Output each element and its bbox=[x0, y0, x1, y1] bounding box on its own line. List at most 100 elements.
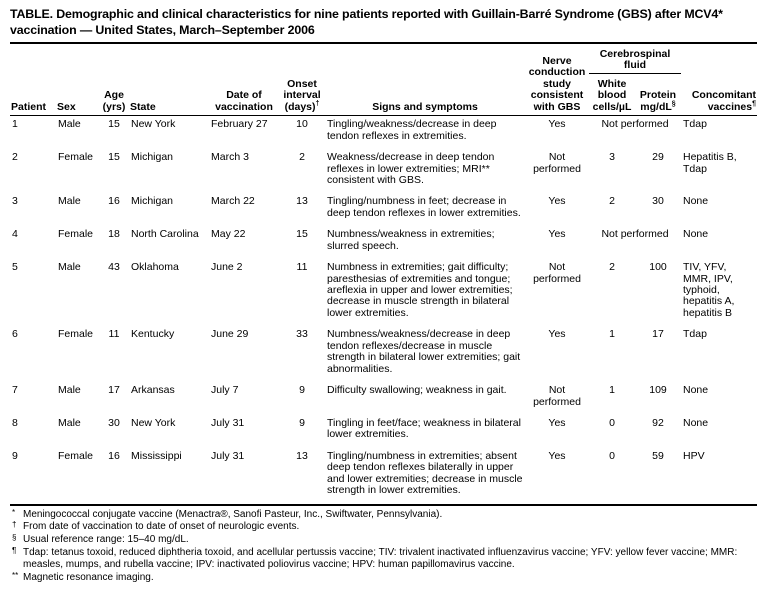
cell-signs-symptoms: Tingling/numbness in extremities; absent… bbox=[325, 447, 525, 506]
cell-concomitant-vaccines: None bbox=[683, 384, 709, 397]
col-header-patient: Patient bbox=[10, 44, 56, 117]
table-header: Patient Sex Age (yrs) State Date of vacc… bbox=[10, 44, 757, 117]
cell-sex: Male bbox=[58, 261, 81, 274]
cell-patient: 4 bbox=[12, 228, 18, 241]
col-header-concomitant-vaccines: Concomitant vaccines¶ bbox=[681, 44, 757, 117]
col-header-signs-symptoms: Signs and symptoms bbox=[325, 44, 525, 117]
cell-patient: 5 bbox=[12, 261, 18, 274]
table-title: TABLE. Demographic and clinical characte… bbox=[10, 7, 757, 44]
col-header-protein: Protein mg/dL§ bbox=[635, 73, 681, 117]
footnote: † From date of vaccination to date of ons… bbox=[10, 520, 757, 534]
cell-onset-interval: 11 bbox=[296, 261, 308, 274]
cell-concomitant-vaccines: None bbox=[683, 228, 709, 241]
cell-concomitant-vaccines: None bbox=[683, 195, 709, 208]
cell-date-of-vaccination: March 22 bbox=[211, 195, 255, 208]
cell-white-blood-cells: 2 bbox=[609, 261, 615, 274]
cell-state: Oklahoma bbox=[131, 261, 179, 274]
cell-patient: 1 bbox=[12, 118, 18, 131]
cell-protein: 92 bbox=[652, 416, 664, 429]
cell-onset-interval: 10 bbox=[296, 118, 308, 131]
cell-protein: 30 bbox=[652, 195, 664, 208]
cell-white-blood-cells: 2 bbox=[609, 195, 615, 208]
col-header-nerve-conduction: Nerve conduction study consistent with G… bbox=[525, 44, 589, 117]
table-row: 5 Male 43 Oklahoma June 2 11 Numbness in extre… bbox=[10, 259, 757, 326]
cell-signs-symptoms: Numbness in extremities; gait difficulty… bbox=[327, 261, 513, 319]
cell-nerve-conduction: Not performed bbox=[533, 384, 581, 408]
cell-signs-symptoms: Tingling in feet/face; weakness in bilat… bbox=[327, 416, 521, 441]
col-header-age: Age (yrs) bbox=[99, 44, 129, 117]
cell-protein: 100 bbox=[649, 261, 667, 274]
cell-state: Michigan bbox=[131, 151, 174, 164]
cell-onset-interval: 13 bbox=[296, 195, 308, 208]
footnote: ** Magnetic resonance imaging. bbox=[10, 571, 757, 585]
footnote-text: Magnetic resonance imaging. bbox=[23, 572, 154, 583]
table-row: 8 Male 30 New York July 31 9 Tingling in feet/… bbox=[10, 415, 757, 448]
cell-patient: 2 bbox=[12, 151, 18, 164]
cell-date-of-vaccination: June 29 bbox=[211, 328, 249, 341]
cell-concomitant-vaccines: None bbox=[683, 416, 709, 429]
cell-protein: 109 bbox=[649, 384, 667, 397]
cell-sex: Female bbox=[58, 151, 94, 164]
cell-nerve-conduction: Yes bbox=[548, 118, 566, 131]
cell-state: Mississippi bbox=[129, 447, 209, 506]
footnote-marker: § bbox=[12, 532, 17, 542]
cell-signs-symptoms: Weakness/decrease in deep tendon reflexe… bbox=[327, 151, 495, 186]
cell-onset-interval: 15 bbox=[296, 228, 308, 241]
footnote-marker: ** bbox=[12, 571, 19, 580]
cell-age: 17 bbox=[108, 384, 120, 397]
cell-age: 11 bbox=[108, 328, 120, 341]
cell-signs-symptoms: Difficulty swallowing; weakness in gait. bbox=[327, 384, 507, 397]
cell-date-of-vaccination: July 31 bbox=[211, 416, 245, 429]
cell-sex: Female bbox=[58, 328, 94, 341]
header-row-sub: White blood cells/µL Protein mg/dL§ bbox=[10, 73, 757, 117]
cell-protein: 17 bbox=[652, 328, 664, 341]
cell-age: 30 bbox=[108, 416, 120, 429]
cell-csf-not-performed: Not performed bbox=[601, 118, 669, 131]
cell-date-of-vaccination: July 7 bbox=[211, 384, 239, 397]
cell-age: 18 bbox=[108, 228, 120, 241]
cell-white-blood-cells: 0 bbox=[609, 416, 615, 429]
footnote-marker: * bbox=[12, 507, 16, 517]
table-row: 3 Male 16 Michigan March 22 13 Tingling/numbne… bbox=[10, 193, 757, 226]
cell-age: 15 bbox=[108, 151, 120, 164]
cell-white-blood-cells: 0 bbox=[589, 447, 635, 506]
protein-header-label: Protein mg/dL bbox=[639, 89, 677, 113]
col-header-sex: Sex bbox=[56, 44, 99, 117]
cell-state: New York bbox=[131, 416, 176, 429]
header-row-top: Patient Sex Age (yrs) State Date of vacc… bbox=[10, 44, 757, 117]
cell-concomitant-vaccines: HPV bbox=[681, 447, 757, 506]
table-body: 1 Male 15 New York February 27 10 Tingling/wea… bbox=[10, 116, 757, 506]
cell-date-of-vaccination: May 22 bbox=[211, 228, 246, 241]
cell-sex: Male bbox=[58, 384, 81, 397]
vaccines-header-label: Concomitant vaccines bbox=[691, 89, 756, 113]
col-header-white-blood-cells: White blood cells/µL bbox=[589, 73, 635, 117]
cell-sex: Male bbox=[58, 416, 81, 429]
cell-patient: 3 bbox=[12, 195, 18, 208]
cell-white-blood-cells: 1 bbox=[609, 328, 615, 341]
footnote-text: Tdap: tetanus toxoid, reduced diphtheria… bbox=[23, 546, 738, 571]
cell-nerve-conduction: Not performed bbox=[533, 151, 581, 175]
cell-state: North Carolina bbox=[131, 228, 199, 241]
table-row: 4 Female 18 North Carolina May 22 15 Numbness/… bbox=[10, 226, 757, 259]
cell-state: Arkansas bbox=[131, 384, 175, 397]
cell-state: Michigan bbox=[131, 195, 174, 208]
col-header-date-of-vaccination: Date of vaccination bbox=[209, 44, 279, 117]
footnote-marker: ¶ bbox=[12, 545, 17, 555]
cell-sex: Male bbox=[58, 118, 81, 131]
cell-sex: Female bbox=[58, 228, 94, 241]
footnote-text: Usual reference range: 15–40 mg/dL. bbox=[23, 533, 189, 545]
cell-csf-not-performed: Not performed bbox=[601, 228, 669, 241]
cell-onset-interval: 9 bbox=[299, 384, 305, 397]
cell-concomitant-vaccines: Tdap bbox=[683, 118, 707, 131]
cell-signs-symptoms: Numbness/weakness in extremities; slurre… bbox=[327, 228, 495, 252]
cell-signs-symptoms: Numbness/weakness/decrease in deep tendo… bbox=[327, 328, 521, 375]
cell-signs-symptoms: Tingling/numbness in feet; decrease in d… bbox=[327, 195, 521, 219]
cell-sex: Female bbox=[56, 447, 99, 506]
col-header-onset-interval: Onset interval (days)† bbox=[279, 44, 325, 117]
cell-onset-interval: 13 bbox=[279, 447, 325, 506]
cell-concomitant-vaccines: TIV, YFV, MMR, IPV, typhoid, hepatitis A… bbox=[683, 261, 735, 319]
pilcrow-footnote-marker: ¶ bbox=[752, 100, 756, 108]
cell-signs-symptoms: Tingling/weakness/decrease in deep tendo… bbox=[327, 118, 497, 142]
cell-age: 16 bbox=[99, 447, 129, 506]
